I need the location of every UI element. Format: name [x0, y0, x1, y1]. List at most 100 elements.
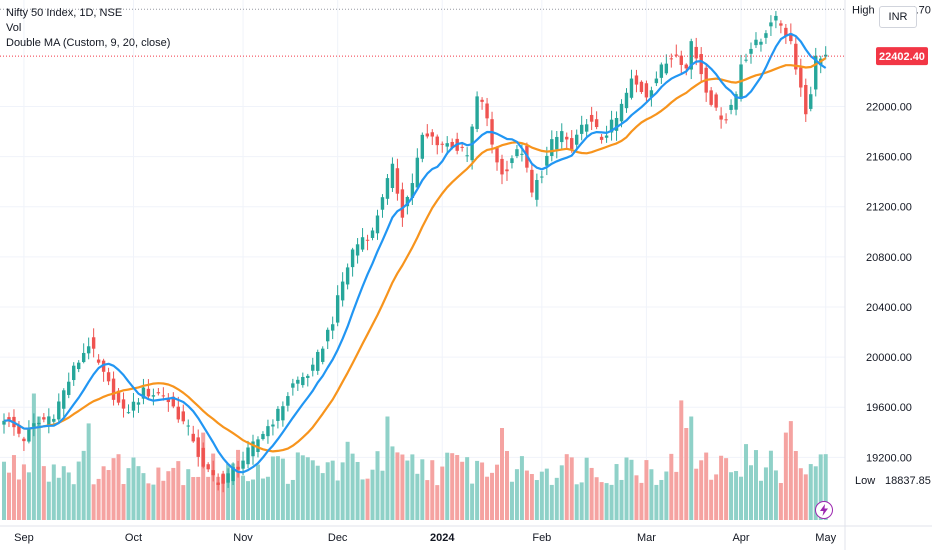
volume-bar	[206, 476, 211, 520]
volume-bar	[604, 483, 609, 520]
x-tick-label: Feb	[532, 532, 551, 544]
candle-body	[42, 417, 46, 420]
candle-body	[709, 90, 713, 105]
volume-bar	[490, 472, 495, 520]
candle-body	[311, 364, 315, 371]
volume-bar	[699, 460, 704, 520]
candle-body	[196, 437, 200, 457]
candle-body	[550, 139, 554, 156]
volume-bar	[181, 485, 186, 520]
volume-bar	[415, 473, 420, 520]
candle-body	[565, 136, 569, 140]
candle-body	[370, 230, 375, 238]
volume-bar	[36, 416, 41, 520]
y-tick-label: 19200.00	[866, 452, 912, 464]
candle-body	[545, 155, 549, 166]
volume-bar	[255, 464, 260, 520]
volume-bar	[285, 483, 290, 520]
candle-body	[644, 83, 649, 98]
candle-body	[226, 473, 230, 483]
candle-body	[72, 365, 76, 381]
x-tick-label: Mar	[637, 532, 656, 544]
volume-bar	[808, 464, 813, 520]
volume-bar	[485, 476, 490, 520]
volume-bar	[544, 468, 549, 520]
currency-button[interactable]: INR	[879, 6, 917, 28]
candle-body	[271, 424, 275, 427]
candle-body	[27, 428, 31, 442]
volume-bar	[783, 432, 788, 520]
candle-body	[809, 94, 813, 109]
candle-body	[116, 390, 121, 403]
candle-body	[614, 117, 619, 131]
volume-bar	[773, 470, 778, 520]
volume-bar	[579, 482, 584, 520]
volume-bar	[714, 474, 719, 520]
candle-body	[779, 23, 783, 26]
volume-bar	[236, 449, 241, 520]
volume-bar	[719, 455, 724, 520]
volume-bar	[475, 460, 480, 520]
volume-bar	[241, 475, 246, 520]
volume-bar	[594, 477, 599, 520]
volume-bar	[21, 464, 26, 520]
x-tick-label: Dec	[328, 532, 348, 544]
volume-bar	[793, 451, 798, 520]
volume-bar	[758, 480, 763, 520]
candle-body	[360, 237, 365, 250]
volume-bar	[41, 466, 46, 520]
volume-bar	[460, 461, 465, 520]
volume-bar	[345, 441, 350, 520]
candle-body	[530, 169, 534, 193]
candle-body	[221, 473, 225, 484]
volume-bar	[614, 464, 619, 520]
volume-bar	[365, 478, 370, 520]
volume-bar	[744, 444, 749, 520]
volume-bar	[66, 472, 71, 520]
volume-bar	[674, 471, 679, 520]
volume-bar	[649, 469, 654, 520]
candle-body	[475, 96, 479, 129]
volume-bar	[295, 452, 300, 520]
low-label-bg	[849, 471, 929, 489]
candle-body	[236, 466, 240, 470]
candle-body	[510, 158, 514, 164]
candle-body	[495, 148, 499, 163]
candle-body	[47, 416, 51, 426]
candle-body	[126, 412, 131, 414]
candle-body	[251, 441, 255, 457]
candle-body	[604, 135, 609, 138]
candle-body	[555, 136, 559, 150]
volume-bar	[504, 451, 509, 520]
lightning-icon[interactable]	[815, 501, 833, 519]
candle-body	[256, 439, 260, 452]
volume-bar	[26, 472, 31, 520]
candle-body	[96, 359, 101, 363]
volume-bar	[739, 476, 744, 520]
volume-bar	[445, 452, 450, 520]
candle-body	[520, 153, 524, 155]
ma-fast-line	[3, 32, 827, 474]
candle-body	[101, 360, 106, 372]
volume-bar	[569, 457, 574, 520]
volume-bar	[191, 477, 196, 520]
volume-bar	[420, 459, 425, 520]
volume-bar	[350, 453, 355, 520]
volume-bar	[330, 460, 335, 520]
volume-bar	[265, 476, 270, 520]
volume-bar	[629, 459, 634, 520]
candle-body	[330, 324, 335, 331]
candle-body	[37, 422, 41, 425]
candle-body	[405, 197, 410, 207]
volume-bar	[126, 468, 131, 520]
volume-bar	[166, 471, 171, 520]
volume-bar	[689, 416, 694, 520]
volume-bar	[156, 467, 161, 520]
candle-body	[774, 15, 778, 21]
candle-body	[415, 157, 420, 188]
volume-bar	[803, 474, 808, 520]
candle-body	[321, 348, 325, 362]
candle-body	[465, 155, 469, 157]
volume-bar	[664, 471, 669, 520]
